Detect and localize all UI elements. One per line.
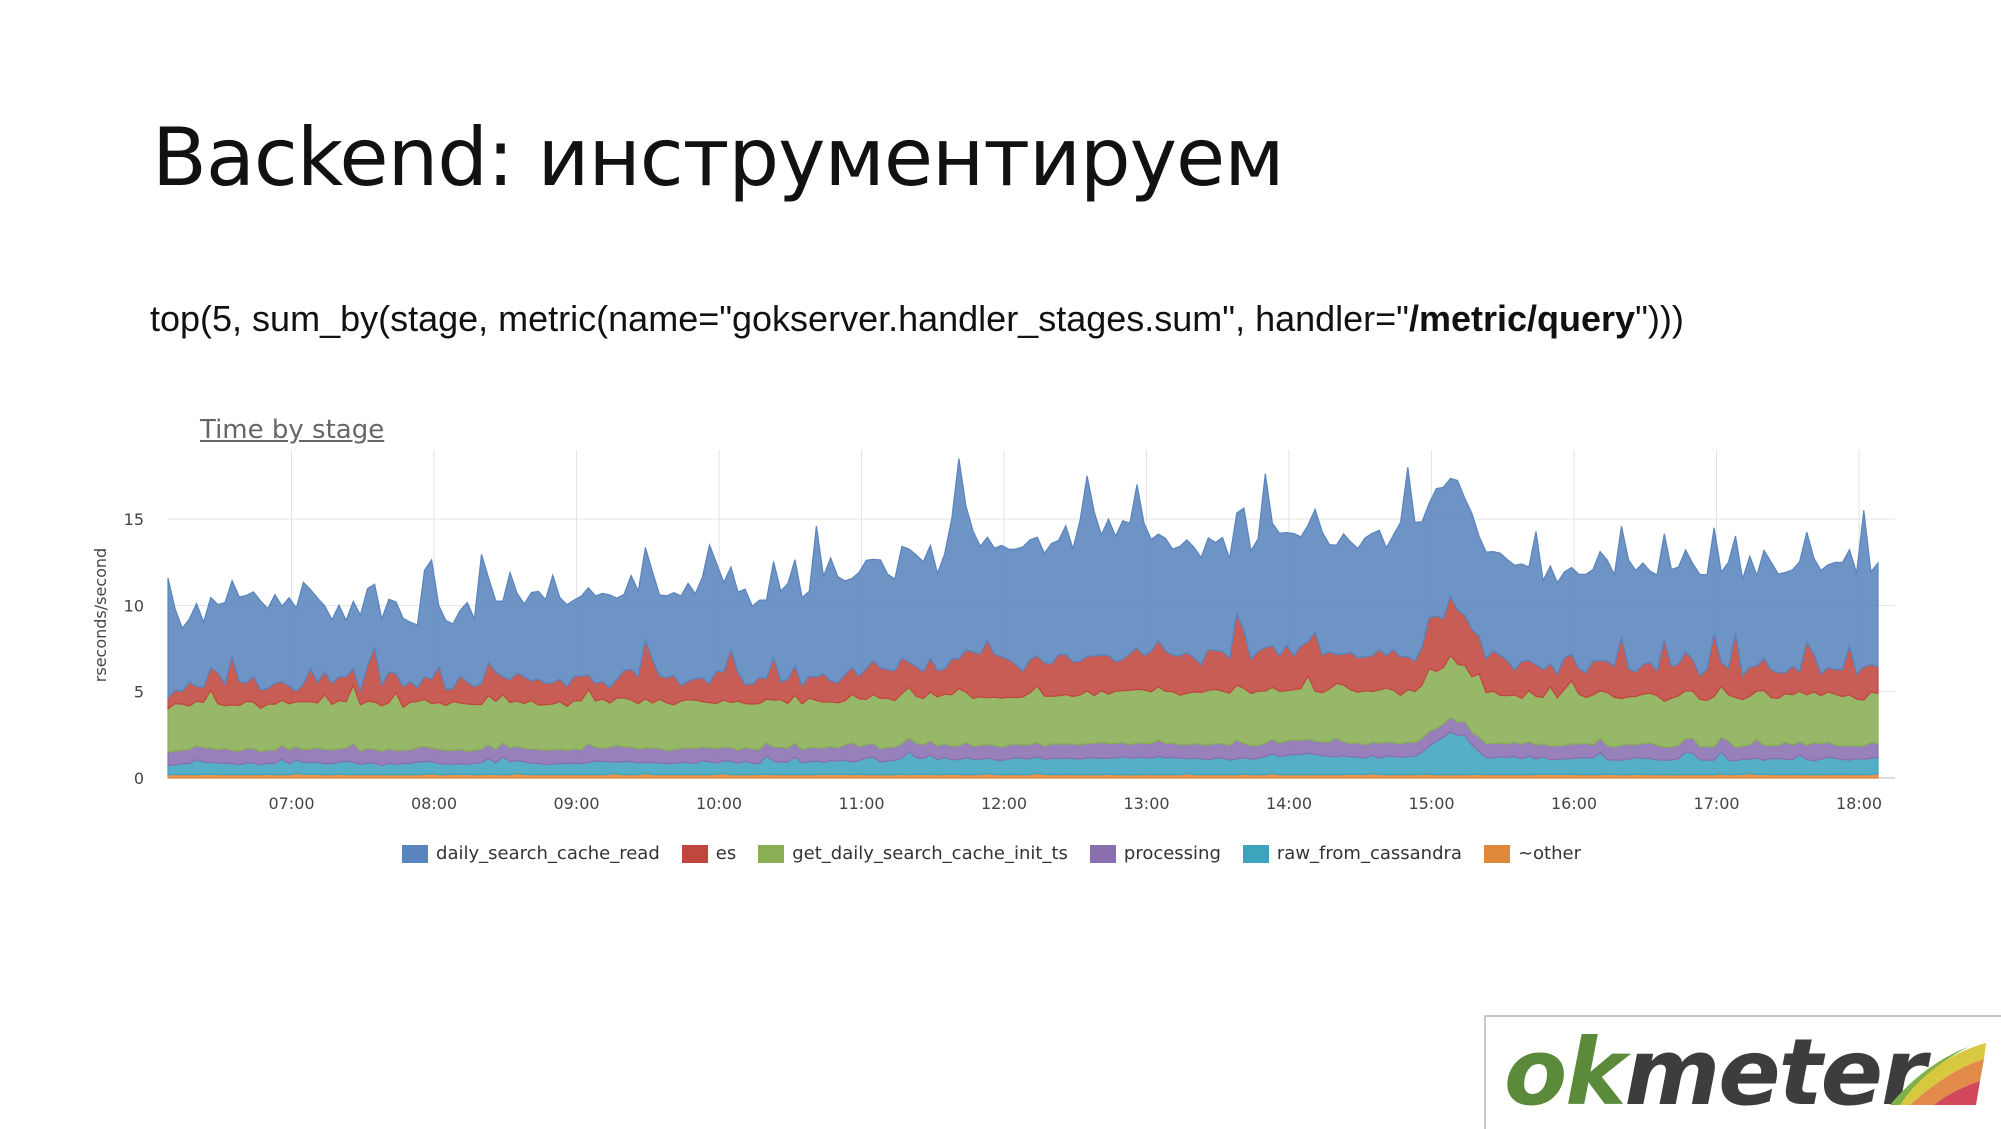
query-suffix: "))) <box>1635 298 1684 339</box>
query-expression: top(5, sum_by(stage, metric(name="gokser… <box>150 298 1684 340</box>
legend-swatch <box>1089 844 1116 863</box>
x-tick-label: 15:00 <box>1408 794 1454 813</box>
okmeter-logo: okmeter <box>1484 1015 2001 1129</box>
query-handler: /metric/query <box>1408 298 1636 339</box>
chart-title-link[interactable]: Time by stage <box>200 415 385 445</box>
legend-label: processing <box>1123 843 1221 864</box>
x-tick-label: 16:00 <box>1551 794 1597 813</box>
x-tick-label: 17:00 <box>1693 794 1739 813</box>
x-tick-label: 08:00 <box>411 794 457 813</box>
x-tick-label: 14:00 <box>1266 794 1312 813</box>
legend-swatch <box>758 844 785 863</box>
x-tick-label: 18:00 <box>1836 794 1882 813</box>
legend-item[interactable]: get_daily_search_cache_init_ts <box>758 843 1068 864</box>
chart-areas <box>167 458 1879 779</box>
y-tick-label: 0 <box>134 769 144 788</box>
legend-swatch <box>681 844 708 863</box>
query-prefix: top(5, sum_by(stage, metric(name="gokser… <box>150 298 1409 339</box>
x-tick-label: 13:00 <box>1123 794 1169 813</box>
legend-swatch <box>402 844 429 863</box>
legend-item[interactable]: daily_search_cache_read <box>402 843 660 864</box>
x-tick-label: 09:00 <box>553 794 599 813</box>
y-tick-label: 15 <box>124 510 144 529</box>
y-axis-label: rseconds/second <box>91 548 110 682</box>
logo-wordmark: okmeter <box>1504 1019 1926 1126</box>
legend-label: raw_from_cassandra <box>1276 843 1462 864</box>
logo-swoosh-icon <box>1890 1043 1986 1105</box>
x-tick-label: 11:00 <box>838 794 884 813</box>
legend-label: ~other <box>1517 843 1581 864</box>
legend-item[interactable]: raw_from_cassandra <box>1242 843 1462 864</box>
y-tick-label: 5 <box>134 683 144 702</box>
slide-title: Backend: инструментируем <box>152 111 1285 204</box>
legend-item[interactable]: es <box>681 843 737 864</box>
x-tick-label: 07:00 <box>268 794 314 813</box>
legend-item[interactable]: processing <box>1089 843 1221 864</box>
legend-label: es <box>715 843 737 864</box>
x-tick-label: 10:00 <box>696 794 742 813</box>
x-tick-label: 12:00 <box>981 794 1027 813</box>
chart-legend: daily_search_cache_read es get_daily_searc… <box>0 843 1983 864</box>
y-tick-label: 10 <box>124 596 144 615</box>
stacked-area-chart: 0 5 10 15 07:00 08:00 09:00 10:00 11:00 12:00 13:0… <box>91 450 1895 813</box>
legend-swatch <box>1483 844 1510 863</box>
legend-label: get_daily_search_cache_init_ts <box>792 843 1068 864</box>
legend-label: daily_search_cache_read <box>436 843 660 864</box>
legend-swatch <box>1242 844 1269 863</box>
chart-axes: 0 5 10 15 07:00 08:00 09:00 10:00 11:00 12:00 13:0… <box>124 510 1882 813</box>
series-area-daily-search-cache-read <box>167 458 1879 700</box>
legend-item[interactable]: ~other <box>1483 843 1581 864</box>
